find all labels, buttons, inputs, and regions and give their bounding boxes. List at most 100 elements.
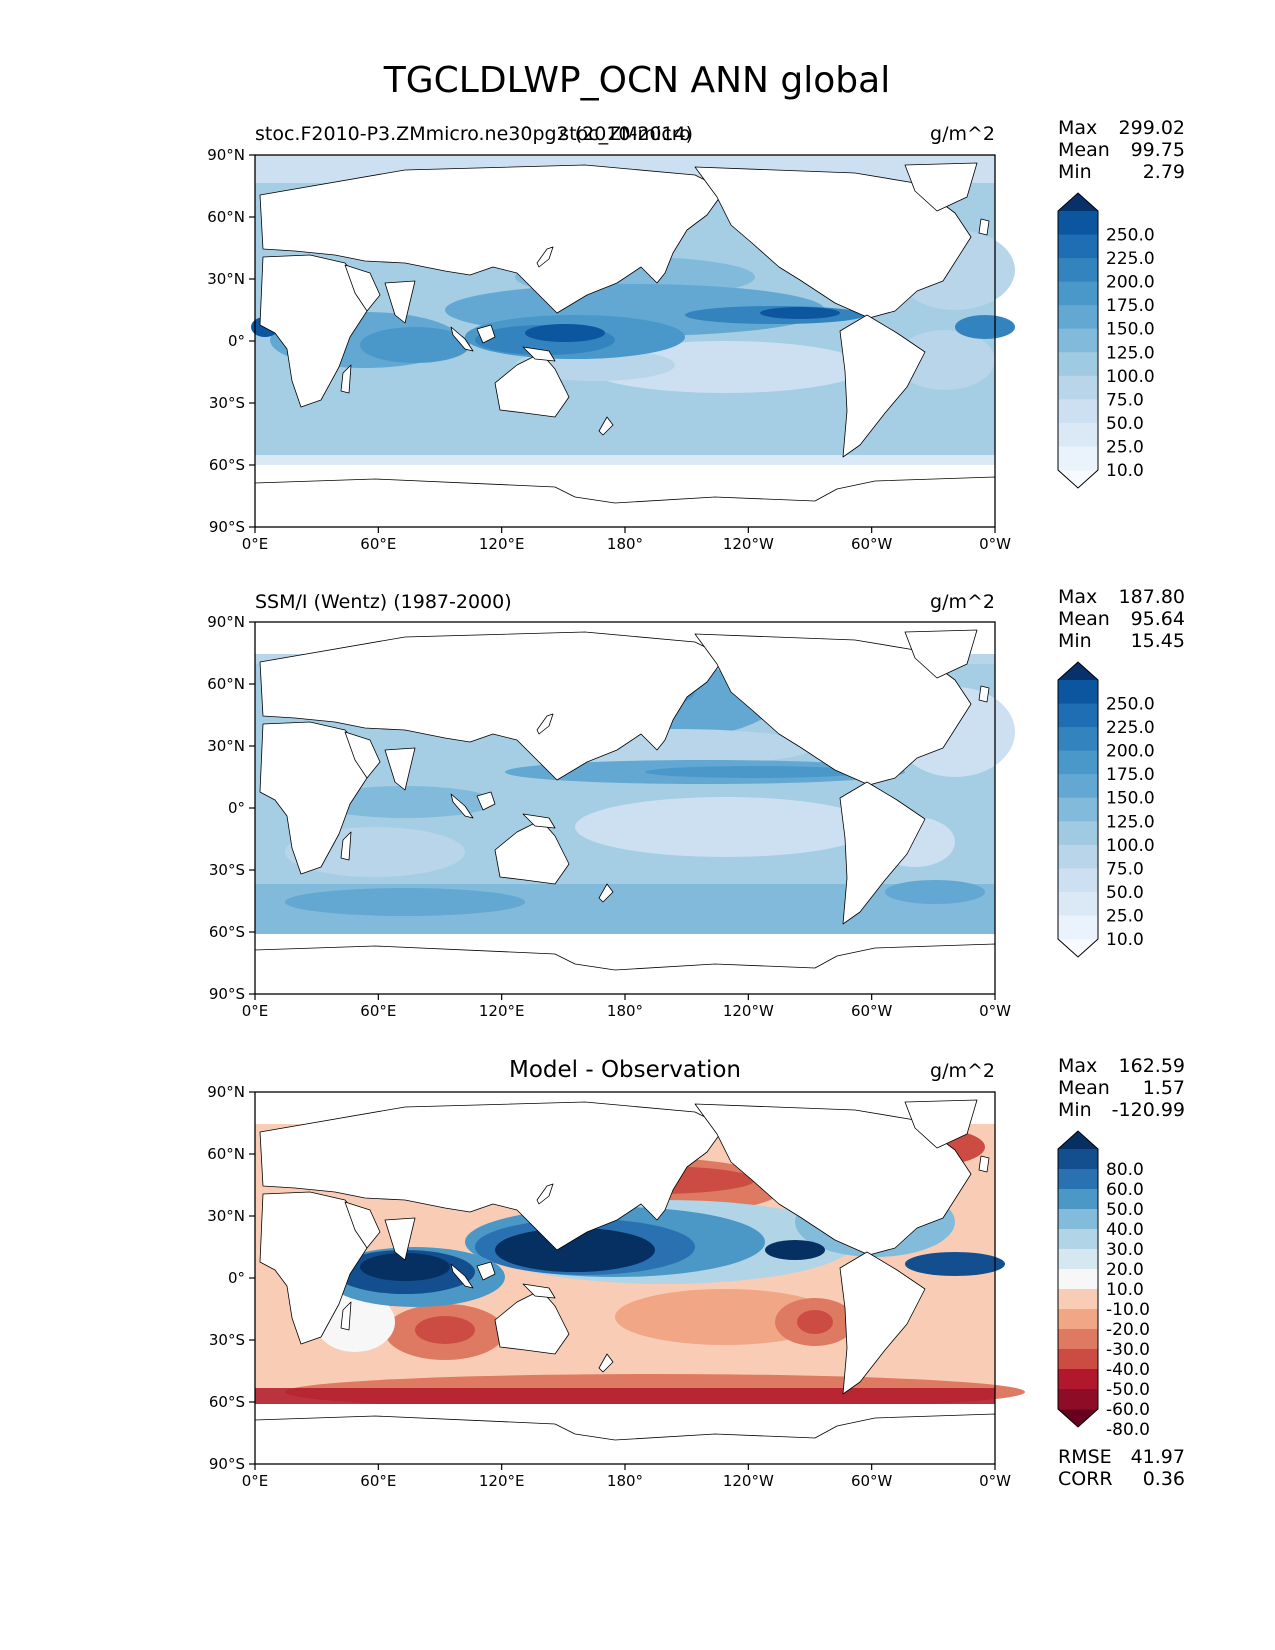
- colorbar-ref: 250.0 225.0 200.0 175.0 150.0 125.0 100.0 75.0 5…: [1057, 661, 1155, 958]
- stat-value: 95.64: [1131, 608, 1185, 630]
- y-tick-label: 60°S: [209, 1393, 245, 1411]
- colorbar-tick-label: -50.0: [1106, 1380, 1150, 1400]
- colorbar-tick-label: 50.0: [1106, 414, 1144, 434]
- panel-ref: SSM/I (Wentz) (1987-2000) g/m^2 90°N 60°N…: [207, 586, 1185, 1020]
- colorbar-swatch: [1058, 375, 1098, 400]
- x-tick-label: 180°: [607, 1472, 643, 1490]
- units-ref: g/m^2: [930, 591, 995, 613]
- stat-value: 1.57: [1143, 1077, 1185, 1099]
- colorbar-tick-label: -20.0: [1106, 1320, 1150, 1340]
- colorbar-tick-label: 150.0: [1106, 320, 1155, 340]
- center-title-test: stoc_ZMmicro: [559, 123, 691, 145]
- colorbar-swatch: [1058, 422, 1098, 447]
- y-tick-label: 90°S: [209, 1455, 245, 1473]
- x-tick-label: 0°W: [979, 1472, 1011, 1490]
- x-tick-label: 120°W: [723, 535, 774, 553]
- stats-diff: Max 162.59 Mean 1.57 Min -120.99: [1058, 1055, 1185, 1121]
- y-tick-label: 30°S: [209, 861, 245, 879]
- y-ticks-ref: 90°N 60°N 30°N 0° 30°S 60°S 90°S: [207, 613, 255, 1003]
- colorbar-tick-label: 80.0: [1106, 1160, 1144, 1180]
- y-tick-label: 90°N: [207, 613, 245, 631]
- stat-label: Min: [1058, 1099, 1092, 1121]
- colorbar-tick-label: -60.0: [1106, 1400, 1150, 1420]
- colorbar-tick-label: 10.0: [1106, 461, 1144, 481]
- y-ticks-test: 90°N 60°N 30°N 0° 30°S 60°S 90°S: [207, 146, 255, 536]
- colorbar-tick-label: -30.0: [1106, 1340, 1150, 1360]
- y-tick-label: 30°N: [207, 270, 245, 288]
- stat-value: 299.02: [1119, 117, 1185, 139]
- colorbar-swatch: [1058, 399, 1098, 424]
- colorbar-swatch: [1058, 727, 1098, 752]
- y-tick-label: 90°S: [209, 518, 245, 536]
- colorbar-tick-label: 200.0: [1106, 742, 1155, 762]
- stat-label: Mean: [1058, 608, 1110, 630]
- field-test: [251, 155, 1015, 527]
- x-tick-label: 0°E: [242, 1002, 269, 1020]
- colorbar-extend-min: [1058, 939, 1098, 957]
- colorbar-tick-label: 100.0: [1106, 836, 1155, 856]
- panel-diff: Model - Observation g/m^2 90°N 60°N 30°N 0°…: [207, 1055, 1185, 1490]
- y-tick-label: 60°S: [209, 456, 245, 474]
- colorbar-swatch: [1058, 797, 1098, 822]
- center-title-diff: Model - Observation: [509, 1057, 741, 1083]
- colorbar-extend-min: [1058, 1409, 1098, 1427]
- colorbar-tick-label: 25.0: [1106, 906, 1144, 926]
- colorbar-swatch: [1058, 1349, 1098, 1370]
- stat-value: 187.80: [1119, 586, 1185, 608]
- stat-value: -120.99: [1112, 1099, 1185, 1121]
- x-ticks-ref: 0°E 60°E 120°E 180° 120°W 60°W 0°W: [242, 994, 1011, 1020]
- colorbar-swatch: [1058, 680, 1098, 705]
- colorbar-tick-label: 225.0: [1106, 718, 1155, 738]
- colorbar-swatch: [1058, 1249, 1098, 1270]
- colorbar-swatch: [1058, 1389, 1098, 1410]
- stat-label: Mean: [1058, 1077, 1110, 1099]
- colorbar-swatch: [1058, 1329, 1098, 1350]
- colorbar-tick-label: 75.0: [1106, 859, 1144, 879]
- y-tick-label: 0°: [228, 799, 245, 817]
- colorbar-tick-label: 50.0: [1106, 883, 1144, 903]
- x-tick-label: 60°E: [360, 1472, 396, 1490]
- colorbar-swatch: [1058, 891, 1098, 916]
- colorbar-outline: [1057, 192, 1099, 489]
- colorbar-tick-label: 175.0: [1106, 296, 1155, 316]
- rmse-value: 41.97: [1131, 1446, 1185, 1468]
- extra-stats-diff: RMSE 41.97 CORR 0.36: [1058, 1446, 1185, 1490]
- colorbar-swatch: [1058, 1369, 1098, 1390]
- figure-title: TGCLDLWP_OCN ANN global: [383, 60, 890, 101]
- colorbar-tick-label: 50.0: [1106, 1200, 1144, 1220]
- colorbar-swatch: [1058, 1169, 1098, 1190]
- x-tick-label: 180°: [607, 535, 643, 553]
- colorbar-swatch: [1058, 328, 1098, 353]
- y-tick-label: 60°N: [207, 1145, 245, 1163]
- colorbar-tick-label: 60.0: [1106, 1180, 1144, 1200]
- colorbar-tick-label: 250.0: [1106, 695, 1155, 715]
- x-tick-label: 60°W: [851, 1002, 893, 1020]
- y-ticks-diff: 90°N 60°N 30°N 0° 30°S 60°S 90°S: [207, 1083, 255, 1473]
- colorbar-extend-max: [1058, 662, 1098, 680]
- colorbar-swatch: [1058, 1229, 1098, 1250]
- colorbar-swatch: [1058, 281, 1098, 306]
- colorbar-extend-max: [1058, 1131, 1098, 1149]
- y-tick-label: 0°: [228, 1269, 245, 1287]
- map-test: [251, 154, 1015, 528]
- units-diff: g/m^2: [930, 1060, 995, 1082]
- colorbar-tick-label: 20.0: [1106, 1260, 1144, 1280]
- y-tick-label: 30°S: [209, 394, 245, 412]
- colorbar-extend-min: [1058, 470, 1098, 488]
- colorbar-tick-label: 100.0: [1106, 367, 1155, 387]
- x-tick-label: 120°W: [723, 1002, 774, 1020]
- colorbar-swatch: [1058, 1289, 1098, 1310]
- colorbar-tick-label: -80.0: [1106, 1420, 1150, 1440]
- x-tick-label: 60°W: [851, 535, 893, 553]
- x-tick-label: 60°E: [360, 1002, 396, 1020]
- colorbar-tick-label: 125.0: [1106, 812, 1155, 832]
- y-tick-label: 90°N: [207, 146, 245, 164]
- y-tick-label: 90°N: [207, 1083, 245, 1101]
- colorbar-tick-label: 10.0: [1106, 1280, 1144, 1300]
- x-tick-label: 120°E: [479, 535, 525, 553]
- colorbar-tick-label: 10.0: [1106, 930, 1144, 950]
- map-diff: [254, 1091, 1025, 1465]
- colorbar-swatch: [1058, 258, 1098, 283]
- stat-value: 99.75: [1131, 139, 1185, 161]
